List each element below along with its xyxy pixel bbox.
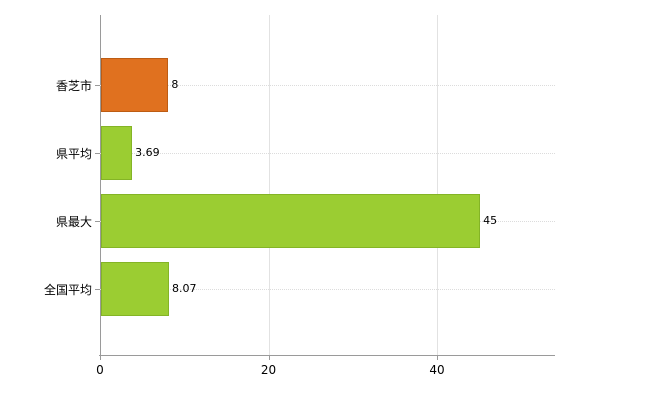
bar-value-label: 8 [171,78,179,91]
y-axis-tick [95,221,100,222]
category-label: 香芝市 [55,79,92,93]
row-guide-line [100,153,555,154]
plot-area: 8 3.69 45 8.07 [99,15,555,356]
x-tick-label: 0 [96,363,104,377]
category-label: 県平均 [55,147,92,161]
x-axis-tick [268,355,270,360]
y-axis-tick [95,85,100,86]
category-label: 全国平均 [43,283,92,297]
bar-value-label: 45 [483,214,498,227]
x-axis-tick [100,355,101,360]
bar-value-label: 8.07 [171,282,197,295]
x-axis-tick [437,355,439,360]
bar [101,262,169,316]
bar [101,58,169,112]
row-guide-line [100,289,555,290]
y-axis-tick [95,289,100,290]
y-axis-tick [95,153,100,154]
row-guide-line [100,85,555,86]
bar-value-label: 3.69 [135,146,160,159]
bar [101,126,133,180]
bar [101,194,481,248]
x-tick-label: 20 [260,363,277,377]
x-axis-line [99,355,555,356]
y-axis-line [100,15,101,355]
gridline-vertical [437,15,439,355]
x-tick-label: 40 [429,363,445,377]
category-label: 県最大 [55,215,92,229]
gridline-vertical [268,15,270,355]
